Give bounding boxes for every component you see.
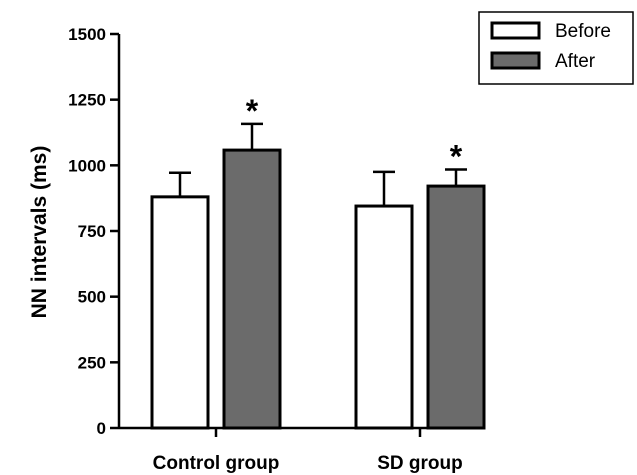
x-category-label: Control group xyxy=(153,453,280,474)
bar-before xyxy=(150,195,210,430)
y-tick-label: 1000 xyxy=(68,156,106,175)
legend: Before After xyxy=(478,11,634,85)
x-axis: Control group SD group xyxy=(119,426,480,474)
y-tick-label: 250 xyxy=(78,353,106,372)
y-tick-label: 0 xyxy=(97,419,106,438)
legend-swatch-before xyxy=(490,21,541,40)
legend-box xyxy=(478,11,634,85)
legend-label-before: Before xyxy=(555,21,611,42)
bar-after xyxy=(222,148,282,430)
significance-marker: * xyxy=(246,93,259,129)
bars: ** xyxy=(150,93,486,430)
y-axis: 0 250 500 750 1000 1250 1500 xyxy=(68,25,121,438)
legend-swatch-after xyxy=(490,51,541,70)
bar-before xyxy=(354,204,414,430)
bar-after xyxy=(426,184,486,430)
y-tick-label: 750 xyxy=(78,222,106,241)
y-tick-label: 1250 xyxy=(68,91,106,110)
x-category-label: SD group xyxy=(377,453,463,474)
y-tick-label: 1500 xyxy=(68,25,106,44)
y-axis-title: NN intervals (ms) xyxy=(28,146,51,319)
y-tick-label: 500 xyxy=(78,288,106,307)
significance-marker: * xyxy=(450,139,463,175)
legend-label-after: After xyxy=(555,51,596,72)
